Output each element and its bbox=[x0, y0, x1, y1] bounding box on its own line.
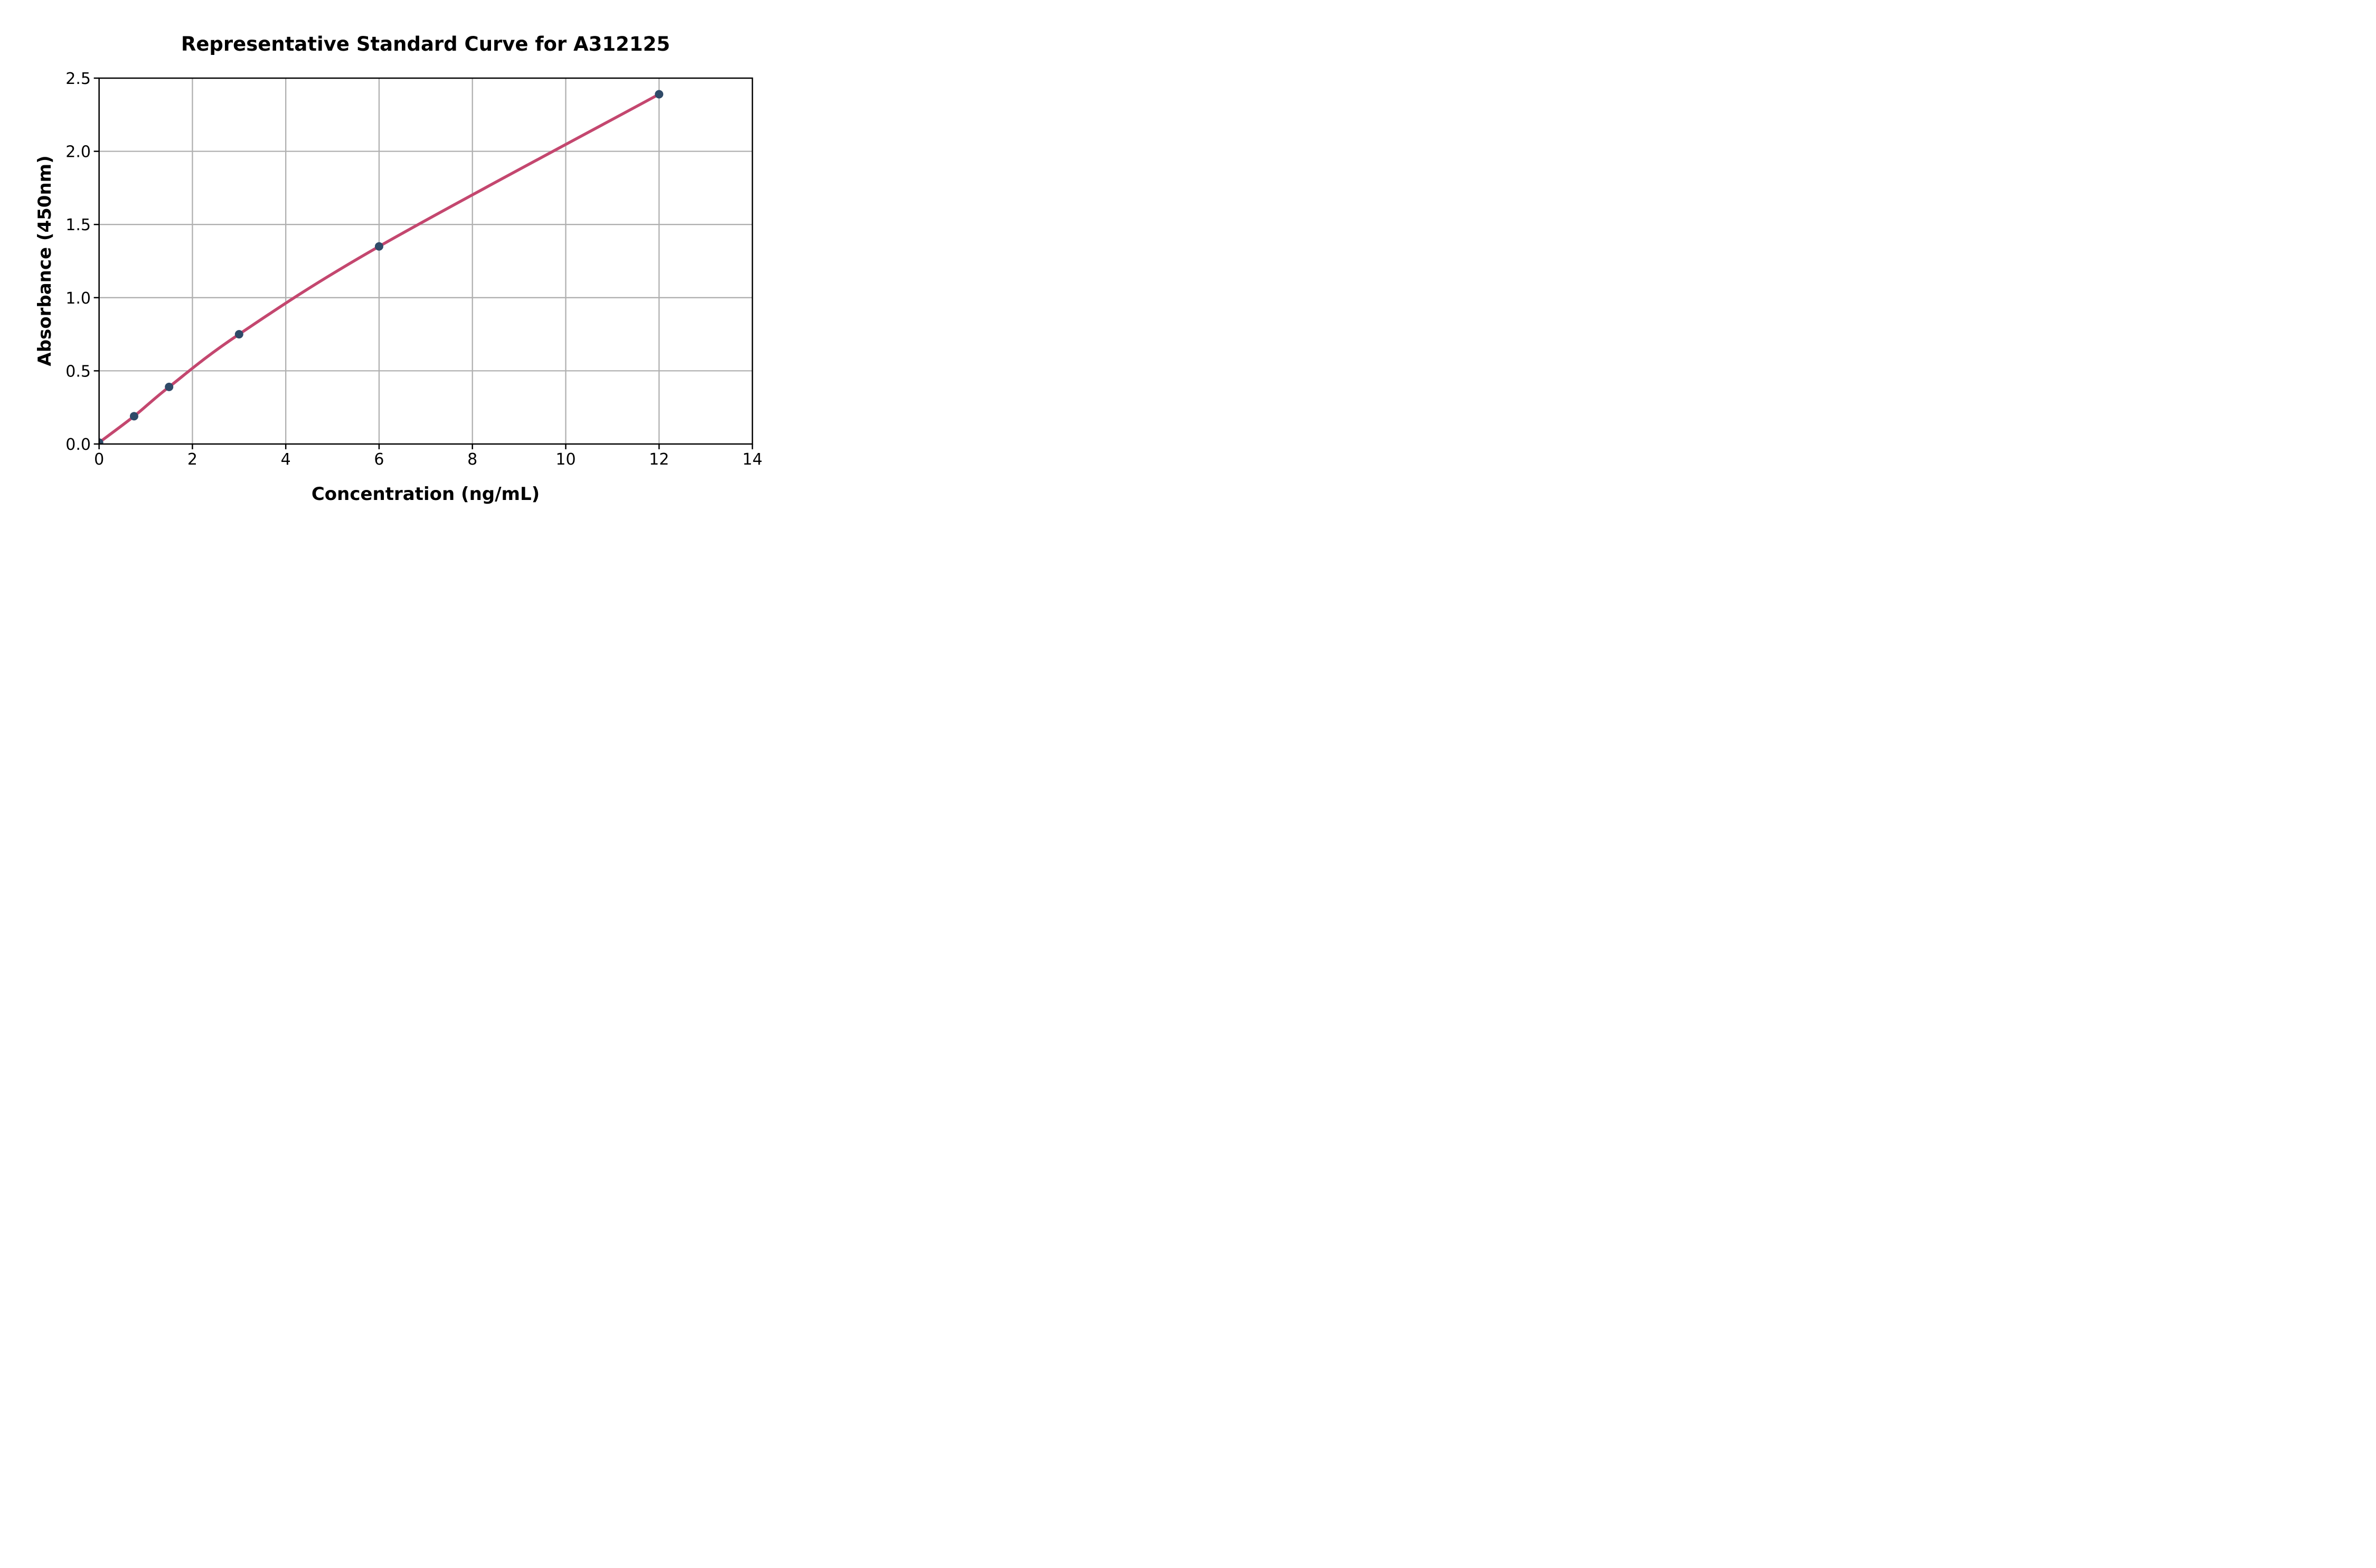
data-point-3 bbox=[234, 330, 243, 339]
data-point-0 bbox=[99, 438, 103, 444]
plot-border bbox=[98, 77, 753, 445]
y-tick-label-0.5: 0.5 bbox=[65, 362, 91, 381]
y-axis-label: Absorbance (450nm) bbox=[34, 155, 55, 366]
standard-curve-figure: Representative Standard Curve for A31212… bbox=[0, 0, 792, 523]
chart-title: Representative Standard Curve for A31212… bbox=[181, 33, 671, 55]
standard-curve-line bbox=[99, 93, 660, 444]
x-tick-label-0: 0 bbox=[94, 450, 104, 469]
y-tick-label-1.0: 1.0 bbox=[65, 289, 91, 308]
x-tick-label-12: 12 bbox=[649, 450, 669, 469]
x-tick-label-8: 8 bbox=[467, 450, 477, 469]
x-tick-label-6: 6 bbox=[374, 450, 384, 469]
y-tick-label-2.5: 2.5 bbox=[65, 70, 91, 88]
data-layer bbox=[99, 90, 664, 444]
y-tick-label-1.5: 1.5 bbox=[65, 216, 91, 234]
standard-curve-plot: 0 2 4 6 8 10 12 14 0.0 0.5 1.0 1.5 2.0 2.5 bbox=[65, 70, 762, 469]
y-tick-label-0.0: 0.0 bbox=[65, 436, 91, 454]
y-tick-label-2.0: 2.0 bbox=[65, 143, 91, 162]
data-point-5 bbox=[655, 90, 664, 99]
x-tick-label-14: 14 bbox=[742, 450, 762, 469]
x-tick-label-10: 10 bbox=[555, 450, 576, 469]
data-point-1 bbox=[129, 412, 138, 421]
data-point-2 bbox=[165, 382, 174, 391]
x-axis-label: Concentration (ng/mL) bbox=[311, 484, 540, 505]
x-tick-label-2: 2 bbox=[187, 450, 197, 469]
x-tick-label-4: 4 bbox=[281, 450, 291, 469]
data-point-4 bbox=[374, 242, 383, 251]
